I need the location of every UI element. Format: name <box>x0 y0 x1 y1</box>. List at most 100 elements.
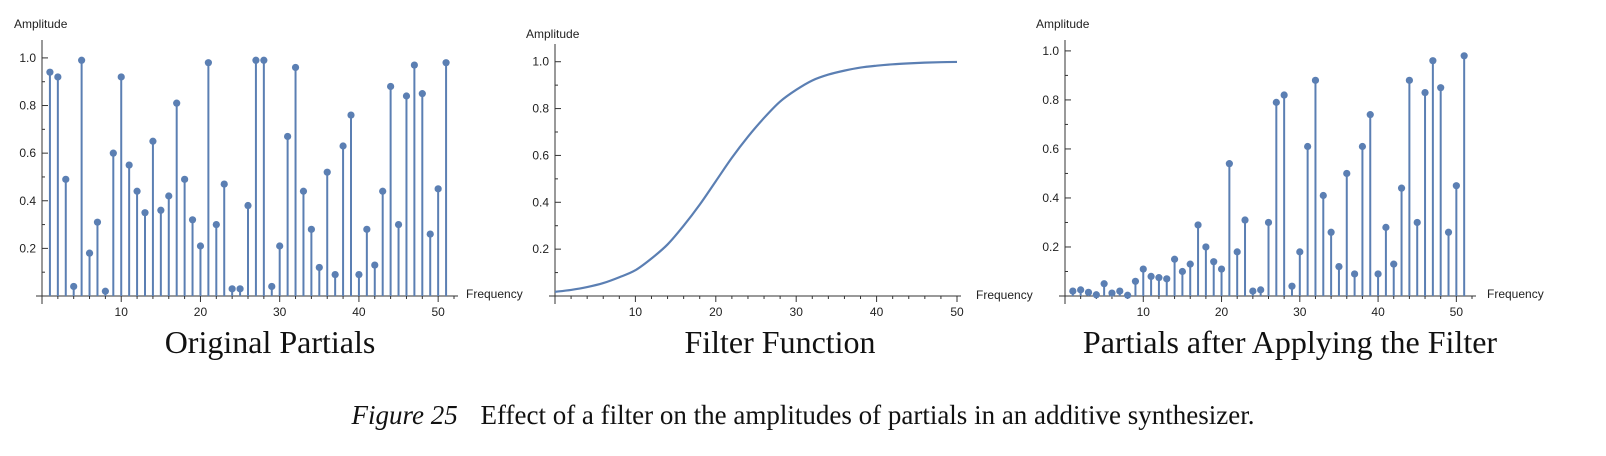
chart-0-point <box>109 149 117 157</box>
chart-2-point <box>1077 286 1085 294</box>
chart-2-point <box>1319 191 1327 200</box>
chart-0-y-axis-title: Amplitude <box>14 17 68 31</box>
chart-2-point <box>1257 286 1265 294</box>
chart-2-point <box>1350 270 1359 278</box>
chart-2-point <box>1069 287 1077 295</box>
chart-0-x-axis-title: Frequency <box>466 287 523 301</box>
chart-2-point <box>1217 265 1226 273</box>
chart-2-point <box>1288 282 1296 290</box>
chart-2-x-tick-label: 40 <box>1371 305 1385 319</box>
chart-1-y-tick-label: 1.0 <box>532 55 549 69</box>
chart-2-point <box>1225 160 1233 168</box>
chart-2-point <box>1444 228 1453 236</box>
chart-2-point <box>1429 57 1437 65</box>
chart-0-point <box>125 161 133 169</box>
chart-2-point <box>1131 277 1140 285</box>
chart-0-caption: Original Partials <box>165 324 376 360</box>
chart-2-point <box>1233 248 1241 256</box>
chart-0-point <box>244 201 252 210</box>
chart-2-point <box>1452 182 1460 190</box>
chart-0-point <box>394 220 403 229</box>
chart-2-point <box>1194 221 1202 229</box>
chart-1-y-tick-label: 0.8 <box>532 102 549 116</box>
chart-0-x-tick-label: 40 <box>352 305 366 319</box>
chart-0-y-tick-label: 0.6 <box>19 146 36 160</box>
chart-0-point <box>291 63 300 72</box>
chart-0-point <box>54 73 62 81</box>
chart-1-x-tick-label: 30 <box>790 305 804 319</box>
chart-0-point <box>268 282 276 291</box>
chart-original-partials: 10 20 30 40 50 0.2 0.4 0.6 0.8 1.0 Amplitude Freque… <box>14 17 523 360</box>
chart-0-x-tick-label: 30 <box>273 305 287 319</box>
chart-0-point <box>387 82 395 91</box>
chart-0-point <box>371 261 379 269</box>
chart-0-point <box>379 187 387 195</box>
chart-2-point <box>1327 228 1335 236</box>
chart-filtered-partials: 10 20 30 40 50 0.2 0.4 0.6 0.8 1.0 Amplitude Freque… <box>1036 17 1544 360</box>
chart-2-point <box>1108 289 1116 297</box>
chart-0-point <box>307 225 315 233</box>
chart-2-point <box>1092 291 1100 299</box>
chart-0-x-tick-label: 10 <box>115 305 129 319</box>
chart-1-y-tick-label: 0.6 <box>532 148 549 162</box>
chart-2-y-tick-label: 0.8 <box>1042 93 1059 107</box>
chart-0-point <box>260 56 268 64</box>
chart-0-point <box>418 90 426 98</box>
chart-2-point <box>1358 142 1367 151</box>
chart-0-point <box>212 220 220 229</box>
chart-2-point <box>1311 76 1320 84</box>
chart-1-x-tick-label: 50 <box>950 305 964 319</box>
chart-2-y-axis-title: Amplitude <box>1036 17 1090 31</box>
chart-2-x-tick-label: 30 <box>1293 305 1307 319</box>
chart-2-point <box>1163 275 1171 283</box>
chart-1-x-tick-label: 40 <box>870 305 884 319</box>
chart-0-point <box>70 282 78 291</box>
chart-2-point <box>1084 288 1093 296</box>
chart-0-point <box>355 270 363 279</box>
chart-0-point <box>149 137 157 145</box>
chart-0-point <box>410 61 418 69</box>
chart-0-point <box>204 59 212 67</box>
chart-0-x-tick-label: 50 <box>431 305 445 319</box>
chart-2-point <box>1366 111 1374 119</box>
chart-0-y-tick-label: 0.8 <box>19 99 36 113</box>
chart-2-point <box>1343 169 1351 178</box>
chart-filter-function: 10 20 30 40 50 0.2 0.4 0.6 0.8 1.0 Amplitude Freque… <box>526 27 1033 360</box>
chart-2-point <box>1280 91 1288 99</box>
chart-2-point <box>1116 287 1124 295</box>
figure-caption: Figure 25 Effect of a filter on the ampl… <box>0 400 1606 431</box>
chart-0-point <box>284 132 292 141</box>
chart-2-point <box>1335 262 1343 271</box>
chart-0-y-tick-label: 0.2 <box>19 241 36 255</box>
chart-2-point <box>1264 218 1273 227</box>
chart-2-point <box>1155 274 1163 282</box>
chart-0-point <box>434 185 442 193</box>
chart-0-point <box>188 216 197 224</box>
chart-2-point <box>1374 270 1382 278</box>
chart-1-y-axis-title: Amplitude <box>526 27 580 41</box>
figure-caption-text: Effect of a filter on the amplitudes of … <box>480 400 1255 430</box>
chart-2-point <box>1272 98 1280 106</box>
chart-1-x-tick-label: 20 <box>709 305 723 319</box>
chart-2-y-tick-label: 1.0 <box>1042 44 1059 58</box>
chart-2-point <box>1210 258 1218 266</box>
chart-0-point <box>85 249 94 257</box>
chart-0-point <box>117 73 125 81</box>
chart-2-point <box>1397 184 1406 192</box>
chart-2-point <box>1100 280 1108 288</box>
chart-2-caption: Partials after Applying the Filter <box>1083 324 1497 360</box>
chart-0-point <box>315 263 323 272</box>
chart-2-point <box>1202 243 1210 251</box>
chart-2-point <box>1241 216 1249 224</box>
chart-0-point <box>165 192 173 200</box>
chart-2-point <box>1124 291 1132 299</box>
chart-0-x-tick-label: 20 <box>194 305 208 319</box>
chart-1-x-tick-label: 10 <box>629 305 643 319</box>
chart-1-x-axis-title: Frequency <box>976 288 1033 302</box>
chart-0-point <box>181 175 189 183</box>
figure-caption-label: Figure 25 <box>351 400 458 430</box>
chart-0-point <box>141 209 149 217</box>
chart-0-point <box>426 230 434 238</box>
chart-0-point <box>299 187 308 195</box>
chart-2-x-axis-title: Frequency <box>1487 287 1544 301</box>
